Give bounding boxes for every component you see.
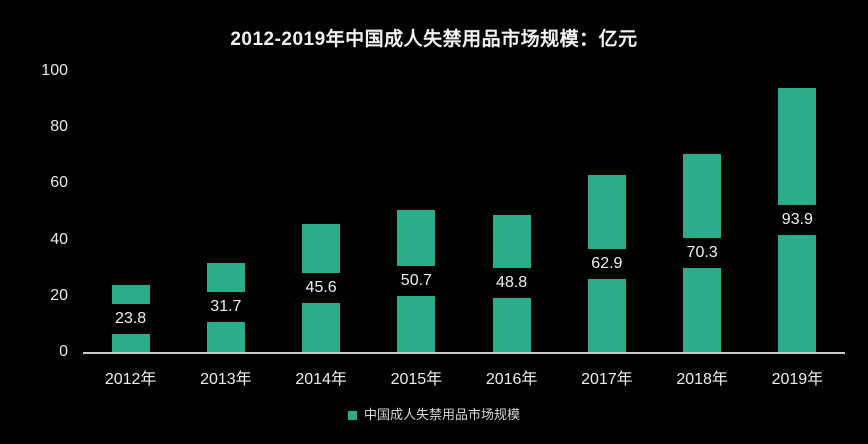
x-axis-label: 2016年 bbox=[485, 371, 538, 388]
bar-value-label: 31.7 bbox=[199, 292, 252, 323]
y-axis-tick-label: 40 bbox=[50, 230, 68, 248]
bar-value-label: 48.8 bbox=[485, 268, 538, 299]
y-axis-tick-label: 0 bbox=[59, 343, 68, 360]
x-axis-label: 2012年 bbox=[104, 371, 157, 388]
bar-value-label: 70.3 bbox=[676, 238, 729, 269]
legend-label: 中国成人失禁用品市场规模 bbox=[363, 407, 520, 422]
x-axis-label: 2014年 bbox=[295, 371, 347, 388]
bar-value-label: 93.9 bbox=[771, 205, 824, 236]
y-axis-tick-label: 100 bbox=[41, 62, 68, 79]
chart-title: 2012-2019年中国成人失禁用品市场规模：亿元 bbox=[230, 29, 638, 50]
x-axis-label: 2013年 bbox=[200, 371, 252, 388]
y-axis-tick-label: 20 bbox=[50, 286, 68, 304]
bar-value-label: 50.7 bbox=[390, 265, 443, 296]
y-axis-tick-label: 80 bbox=[50, 118, 68, 136]
bar-value-label: 62.9 bbox=[580, 248, 633, 279]
x-axis-label: 2015年 bbox=[390, 371, 443, 388]
y-axis-tick-label: 60 bbox=[50, 174, 68, 192]
x-axis-label: 2019年 bbox=[771, 371, 824, 388]
x-axis-label: 2018年 bbox=[676, 371, 728, 388]
bar-value-label: 45.6 bbox=[295, 272, 348, 303]
x-axis-line bbox=[83, 352, 845, 354]
legend-item[interactable]: 中国成人失禁用品市场规模 bbox=[0, 406, 868, 424]
bar-value-label: 23.8 bbox=[104, 303, 157, 334]
x-axis-label: 2017年 bbox=[581, 371, 633, 388]
legend-swatch-icon bbox=[347, 410, 357, 420]
